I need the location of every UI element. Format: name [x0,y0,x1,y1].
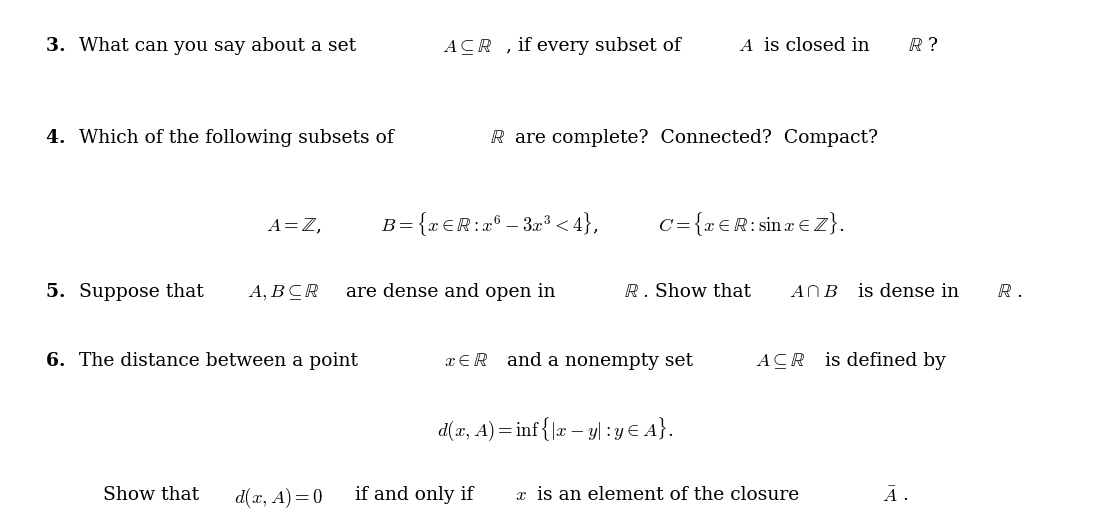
Text: $d(x, A) = 0$: $d(x, A) = 0$ [234,486,323,510]
Text: $x$: $x$ [515,486,527,504]
Text: 5.: 5. [46,283,72,301]
Text: $A = \mathbb{Z}$,          $B = \{x \in \mathbb{R} : x^6 - 3x^3 < 4\}$,         : $A = \mathbb{Z}$, $B = \{x \in \mathbb{R… [265,210,845,238]
Text: What can you say about a set: What can you say about a set [80,37,363,55]
Text: is an element of the closure: is an element of the closure [531,486,805,504]
Text: 4.: 4. [46,129,72,147]
Text: $\bar{A}$: $\bar{A}$ [882,486,898,505]
Text: are dense and open in: are dense and open in [340,283,562,301]
Text: are complete?  Connected?  Compact?: are complete? Connected? Compact? [509,129,878,147]
Text: $x \in \mathbb{R}$: $x \in \mathbb{R}$ [444,351,490,369]
Text: $\mathbb{R}$: $\mathbb{R}$ [997,283,1011,301]
Text: Suppose that: Suppose that [79,283,210,301]
Text: $A \cap B$: $A \cap B$ [789,283,838,301]
Text: $\mathbb{R}$: $\mathbb{R}$ [624,283,638,301]
Text: is dense in: is dense in [851,283,965,301]
Text: $d(x, A) = \inf\{|x - y| : y \in A\}$.: $d(x, A) = \inf\{|x - y| : y \in A\}$. [437,416,673,443]
Text: $A \subseteq \mathbb{R}$: $A \subseteq \mathbb{R}$ [755,351,805,371]
Text: $A \subseteq \mathbb{R}$: $A \subseteq \mathbb{R}$ [442,37,492,57]
Text: $\mathbb{R}$: $\mathbb{R}$ [491,129,505,147]
Text: $A$: $A$ [738,37,754,55]
Text: ?: ? [928,37,938,55]
Text: .: . [901,486,908,504]
Text: 6.: 6. [46,351,72,369]
Text: Which of the following subsets of: Which of the following subsets of [79,129,400,147]
Text: Show that: Show that [103,486,205,504]
Text: , if every subset of: , if every subset of [506,37,687,55]
Text: The distance between a point: The distance between a point [79,351,364,369]
Text: if and only if: if and only if [349,486,478,504]
Text: and a nonempty set: and a nonempty set [502,351,699,369]
Text: .: . [1016,283,1021,301]
Text: . Show that: . Show that [643,283,757,301]
Text: 3.: 3. [46,37,72,55]
Text: is defined by: is defined by [819,351,946,369]
Text: is closed in: is closed in [758,37,876,55]
Text: $\mathbb{R}$: $\mathbb{R}$ [908,37,924,55]
Text: $A, B \subseteq \mathbb{R}$: $A, B \subseteq \mathbb{R}$ [246,283,320,303]
